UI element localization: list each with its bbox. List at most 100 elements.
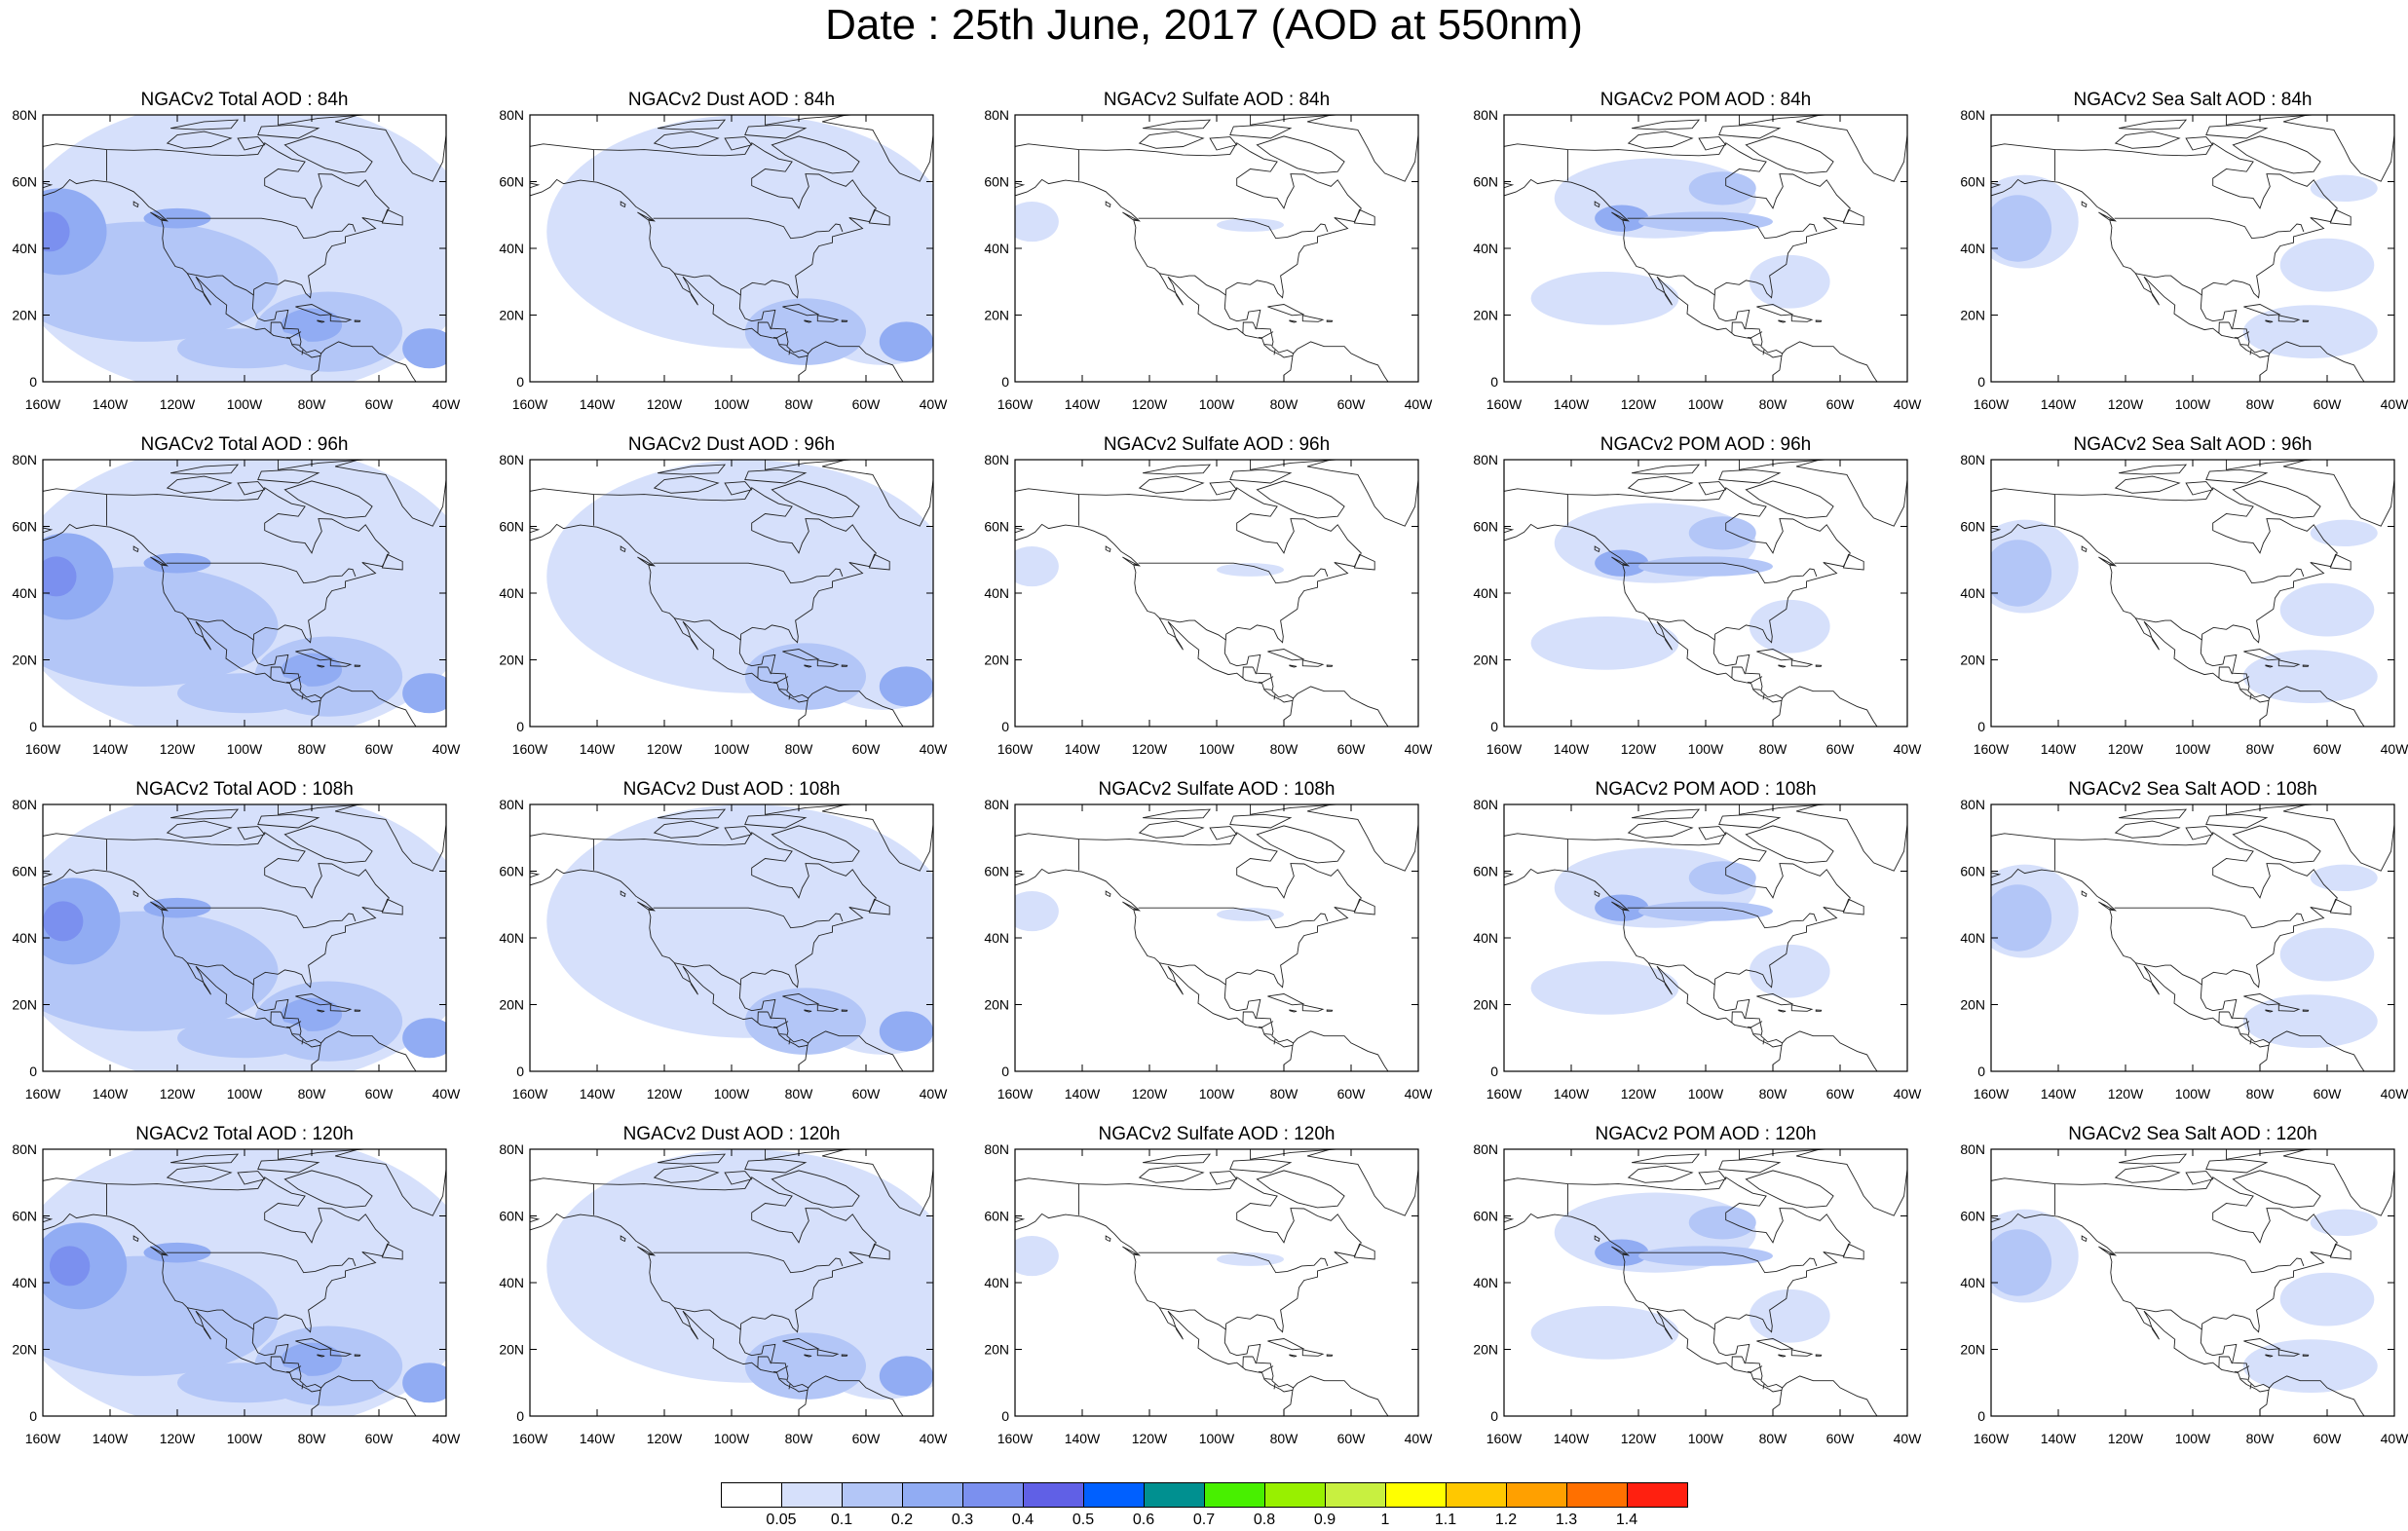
lat-tick-label: 40N [499,1275,524,1290]
coastline-island [1739,115,1827,126]
aod-patch [1530,1305,1679,1360]
coastline-island [1790,315,1814,322]
coastline-island [2329,208,2352,226]
country-border [2218,666,2230,679]
coastline-island [1229,468,1293,484]
coastline-island [658,119,727,131]
colorbar-swatch [1083,1482,1145,1508]
coastline-island [2243,304,2281,317]
map-panel-sulfate: NGACv2 Sulfate AOD : 96h 160W 140W 120W 100W… [972,434,1434,779]
country-border [2218,321,2230,334]
figure-title: Date : 25th June, 2017 (AOD at 550nm) [825,1,1583,49]
lat-tick-label: 60N [1473,174,1498,190]
panel-title: NGACv2 POM AOD : 120h [1595,1124,1817,1144]
lon-tick-label: 120W [647,1086,683,1102]
lon-tick-label: 160W [25,1086,61,1102]
aod-patch [1638,1246,1773,1266]
country-border [292,689,300,691]
coastline-island [150,211,167,221]
country-border [1242,1011,1254,1024]
aod-map: 160W 140W 120W 100W 80W 60W 40W 0 20N 40N 60N 80N [12,797,461,1102]
coastline-island [653,131,720,149]
coastline-island [1627,1165,1694,1183]
lon-tick-label: 80W [2246,741,2276,757]
coastline-island [2265,1009,2274,1013]
coastline-island [841,1009,848,1012]
aod-patch [2242,305,2378,359]
aod-patch [1530,271,1679,325]
coastline-island [170,119,240,131]
aod-patch [1595,894,1649,921]
country-border [1259,331,1274,339]
colorbar-swatch [1325,1482,1386,1508]
coastline-island [804,1009,812,1013]
coastline-island [237,481,266,496]
lat-tick-label: 60N [499,519,524,535]
coastline-greenland [1306,1149,1418,1216]
coastline-island [2185,136,2214,151]
country-border [2249,694,2252,700]
coastline-island [2302,1009,2310,1012]
country-border [1158,617,1226,641]
colorbar-swatch [1264,1482,1326,1508]
coastline-island [317,664,325,668]
map-panel-sulfate: NGACv2 Sulfate AOD : 108h 160W 140W 120W 100… [972,779,1434,1124]
map-panel-seasalt: NGACv2 Sea Salt AOD : 84h 160W 140W 120W 100… [1948,90,2408,434]
lon-tick-label: 60W [1826,1431,1856,1446]
colorbar-swatch [1023,1482,1084,1508]
country-border [1731,1356,1743,1368]
lat-tick-label: 80N [499,452,524,467]
country-border [1741,1356,1746,1364]
lat-tick-label: 80N [12,797,37,812]
aod-patch [744,298,866,365]
coastline-island [1632,808,1701,820]
coastline-island [1698,1171,1727,1185]
country-border [2114,217,2305,240]
coastline-island [2081,1235,2088,1243]
lat-tick-label: 40N [1960,585,1985,601]
aod-patch [1688,171,1756,205]
coastline-island [816,1349,840,1357]
coastline-island [868,208,890,226]
lon-tick-label: 100W [1688,1431,1724,1446]
lat-tick-label: 60N [984,519,1009,535]
coastline [1015,1176,1389,1416]
colorbar-label: 0.3 [951,1512,974,1528]
coastline-greenland [1795,804,1907,872]
lat-tick-label: 80N [1473,797,1498,812]
lat-tick-label: 60N [1473,519,1498,535]
lon-tick-label: 40W [1405,1431,1434,1446]
lat-tick-label: 40N [1473,241,1498,256]
lon-tick-label: 140W [93,741,129,757]
aod-patch [43,188,107,276]
country-border [270,1356,282,1368]
lon-tick-label: 160W [25,741,61,757]
coastline-island [1138,820,1205,839]
coastline-island [868,1243,890,1260]
country-border [2268,1387,2271,1391]
country-border [1259,1021,1274,1028]
colorbar-swatch [1627,1482,1688,1508]
aod-patch [1595,549,1649,577]
colorbar-label: 0.2 [890,1512,914,1528]
aod-patch [879,321,933,362]
aod-field [530,804,933,1071]
country-border [807,353,809,356]
country-border [286,331,302,339]
country-border [320,353,322,356]
aod-map: 160W 140W 120W 100W 80W 60W 40W 0 20N 40N 60N 80N [1960,107,2408,412]
country-border [1781,1042,1784,1046]
coastline-island [329,1349,353,1357]
country-border [773,676,789,684]
coastline-island [1301,659,1325,667]
lon-tick-label: 120W [647,741,683,757]
lat-tick-label: 80N [1960,1141,1985,1157]
coastline-island [1718,124,1782,139]
aod-map: 160W 140W 120W 100W 80W 60W 40W 0 20N 40N 60N 80N [1960,452,2408,757]
coastline-island [317,1009,325,1013]
lat-tick-label: 80N [1960,797,1985,812]
coastline-island [804,319,812,323]
country-border [280,1011,284,1020]
map-panel-total: NGACv2 Total AOD : 84h 160W 140W 120W 100W 80… [0,90,462,434]
coastline-island [1105,201,1111,208]
